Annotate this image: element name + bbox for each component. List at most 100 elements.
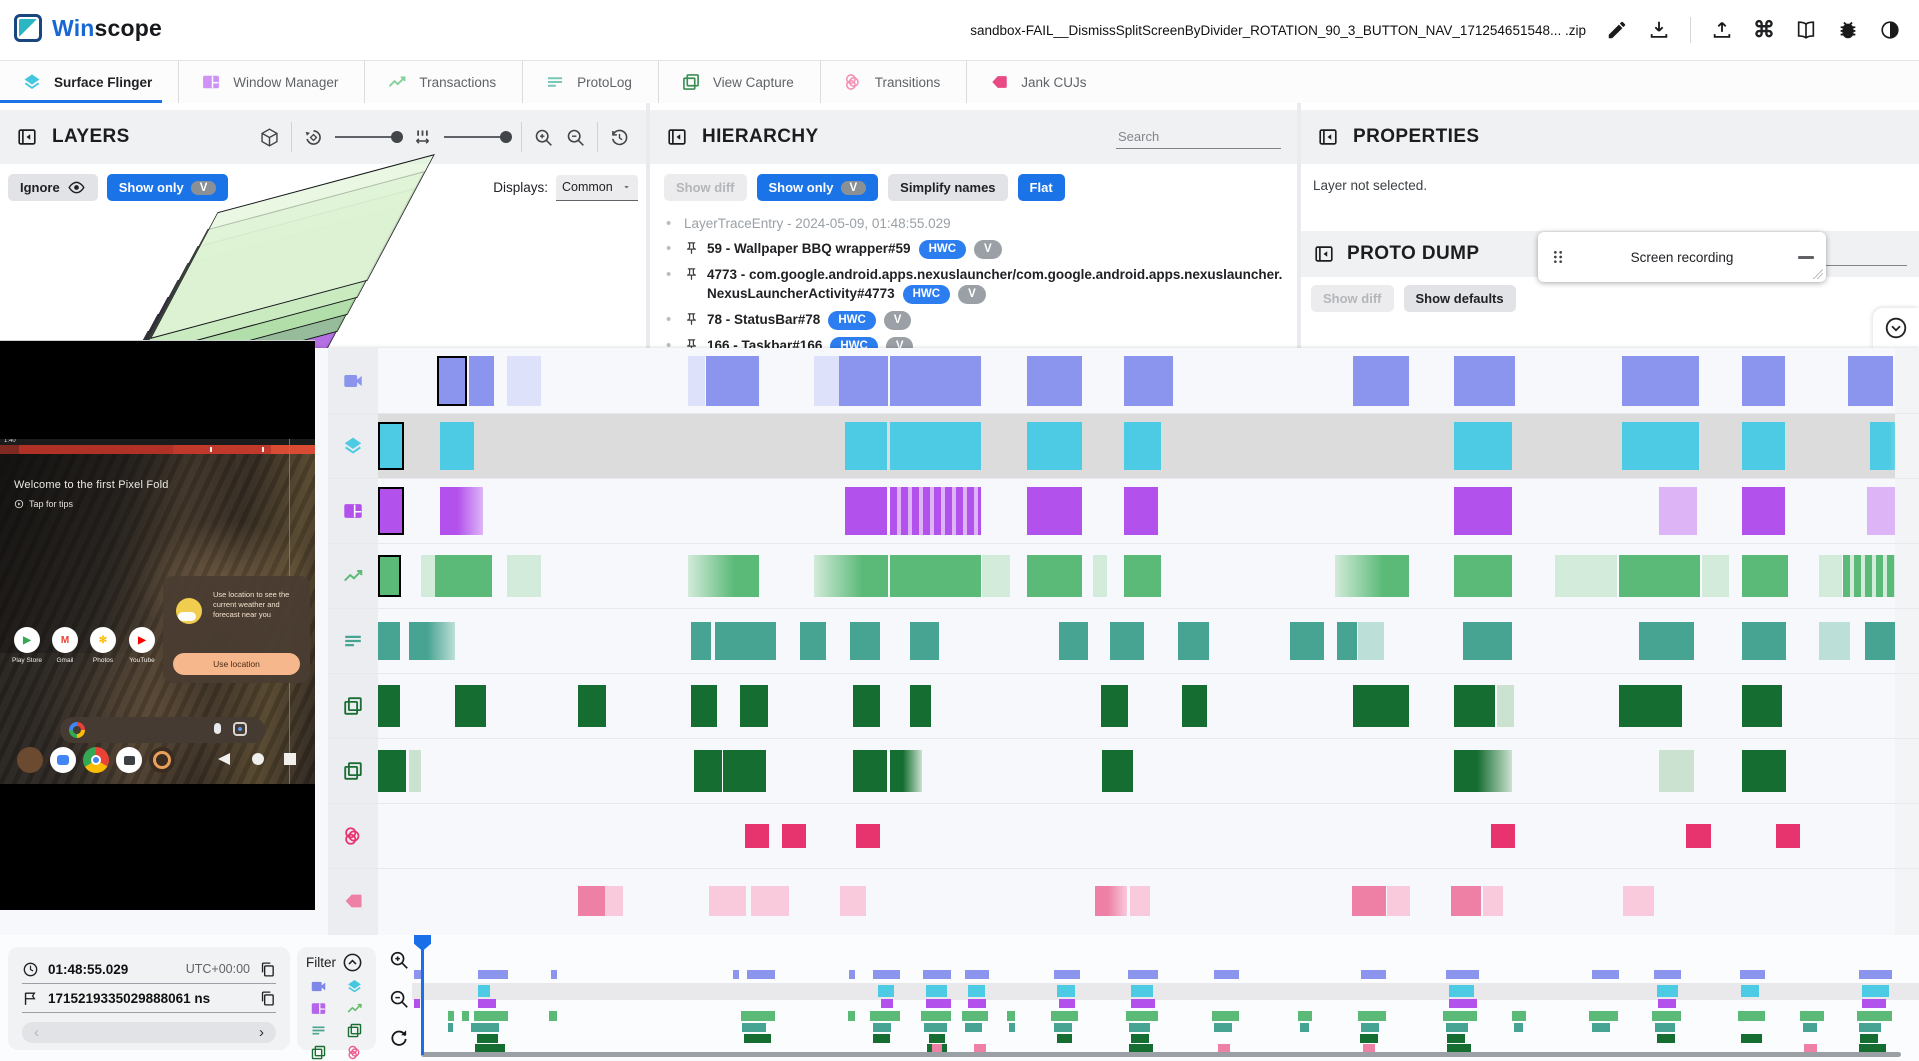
screen-recording-trace-entry[interactable] xyxy=(1026,355,1083,406)
protolog-trace-entry[interactable] xyxy=(1059,621,1089,660)
hierarchy-node[interactable]: • LayerTraceEntry - 2024-05-09, 01:48:55.… xyxy=(666,211,1287,236)
surface-flinger-trace-entry[interactable] xyxy=(889,421,981,470)
window-manager-trace-entry[interactable] xyxy=(889,486,981,535)
jank-cujs-trace-entry[interactable] xyxy=(840,885,867,916)
transactions-trace-entry[interactable] xyxy=(1843,554,1901,597)
minimap-scrollbar[interactable] xyxy=(421,1052,1901,1057)
jank-cujs-trace-entry[interactable] xyxy=(604,885,623,916)
transactions-trace-icon[interactable] xyxy=(342,565,364,587)
protolog-trace-entry[interactable] xyxy=(690,621,711,660)
window-manager-trace-entry[interactable] xyxy=(1026,486,1083,535)
protolog-trace-entry[interactable] xyxy=(1638,621,1694,660)
protolog-trace-entry[interactable] xyxy=(1741,621,1787,660)
filter-layers-icon[interactable] xyxy=(346,978,363,995)
hierarchy-node[interactable]: • 166 - Taskbar#166 HWC V xyxy=(666,333,1287,348)
jank-cujs-trace-entry[interactable] xyxy=(578,885,605,916)
filter-window-icon[interactable] xyxy=(310,1000,327,1017)
protolog-trace-entry[interactable] xyxy=(909,621,939,660)
view-capture-2-trace-entry[interactable] xyxy=(723,749,767,792)
view-capture-trace-entry[interactable] xyxy=(690,684,717,727)
zoom-in-icon[interactable] xyxy=(388,949,410,971)
protolog-trace-entry[interactable] xyxy=(1462,621,1513,660)
show-defaults-chip[interactable]: Show defaults xyxy=(1403,285,1516,312)
transactions-trace-entry[interactable] xyxy=(1818,554,1842,597)
protolog-trace-entry[interactable] xyxy=(408,621,456,660)
transitions-trace-entry[interactable] xyxy=(1686,823,1711,848)
recents-button[interactable] xyxy=(284,753,296,765)
docs-icon[interactable] xyxy=(1795,19,1817,41)
drag-handle-icon[interactable] xyxy=(1550,248,1566,266)
view-capture-trace-entry[interactable] xyxy=(1741,684,1782,727)
window-manager-trace-entry[interactable] xyxy=(1658,486,1698,535)
transactions-trace-entry[interactable] xyxy=(889,554,981,597)
tab-transactions[interactable]: Transactions xyxy=(364,61,522,103)
view-capture-2-trace-entry[interactable] xyxy=(408,749,422,792)
dock-app-icon[interactable] xyxy=(17,747,43,773)
zoom-out-icon[interactable] xyxy=(565,127,586,148)
timeline-minimap[interactable] xyxy=(412,935,1919,1061)
protolog-trace-entry[interactable] xyxy=(1336,621,1357,660)
timeline-scrollbar[interactable] xyxy=(1895,348,1919,935)
transactions-trace-entry[interactable] xyxy=(1618,554,1701,597)
screen-recording-trace-entry[interactable] xyxy=(468,355,494,406)
app-icon-gmail[interactable]: M xyxy=(52,627,78,653)
pin-icon[interactable] xyxy=(684,312,699,327)
hierarchy-node[interactable]: • 78 - StatusBar#78 HWC V xyxy=(666,307,1287,333)
transactions-trace-entry[interactable] xyxy=(1093,554,1107,597)
screen-recording-trace-icon[interactable] xyxy=(342,370,364,392)
use-location-button[interactable]: Use location xyxy=(173,653,300,675)
protolog-trace-entry[interactable] xyxy=(378,621,400,660)
view-capture-2-trace-entry[interactable] xyxy=(1102,749,1134,792)
hierarchy-node[interactable]: • 59 - Wallpaper BBQ wrapper#59 HWC V xyxy=(666,236,1287,262)
view-capture-2-trace-entry[interactable] xyxy=(889,749,922,792)
screen-recording-trace-entry[interactable] xyxy=(1123,355,1174,406)
screen-recording-widget[interactable]: Screen recording xyxy=(1538,232,1826,282)
transactions-trace-entry[interactable] xyxy=(1741,554,1788,597)
jank-cujs-trace-entry[interactable] xyxy=(1351,885,1386,916)
transitions-trace-entry[interactable] xyxy=(1490,823,1516,848)
screen-recording-trace-entry[interactable] xyxy=(838,355,889,406)
view-capture-trace-entry[interactable] xyxy=(1100,684,1129,727)
screen-recording-trace-entry[interactable] xyxy=(706,355,759,406)
window-manager-trace-entry[interactable] xyxy=(1741,486,1785,535)
surface-flinger-trace-entry[interactable] xyxy=(439,421,474,470)
filter-sqstack-icon[interactable] xyxy=(346,1022,363,1039)
3d-view-icon[interactable] xyxy=(259,127,280,148)
screen-recording-trace-entry[interactable] xyxy=(687,355,705,406)
simplify-names-chip[interactable]: Simplify names xyxy=(888,174,1008,201)
screen-recording-trace-entry[interactable] xyxy=(814,355,839,406)
protolog-trace-entry[interactable] xyxy=(1177,621,1209,660)
jank-cujs-trace-icon[interactable] xyxy=(342,890,364,912)
ignore-chip[interactable]: Ignore xyxy=(8,174,98,201)
shortcuts-icon[interactable]: ⌘ xyxy=(1753,17,1775,42)
app-icon-photos[interactable]: ✻ xyxy=(90,627,116,653)
transitions-trace-icon[interactable] xyxy=(342,825,364,847)
window-manager-trace-entry[interactable] xyxy=(378,486,405,535)
transactions-trace-entry[interactable] xyxy=(982,554,1010,597)
screen-recording-trace-entry[interactable] xyxy=(889,355,981,406)
screen-recording-trace-entry[interactable] xyxy=(1848,355,1893,406)
screen-recording-trace-entry[interactable] xyxy=(1621,355,1699,406)
filter-lines-icon[interactable] xyxy=(310,1022,327,1039)
reset-view-icon[interactable] xyxy=(609,127,630,148)
transactions-trace-entry[interactable] xyxy=(814,554,889,597)
minimize-widget-button[interactable] xyxy=(1798,255,1814,259)
filter-sqstack-icon[interactable] xyxy=(310,1044,327,1061)
jank-cujs-trace-entry[interactable] xyxy=(1094,885,1127,916)
view-capture-trace-entry[interactable] xyxy=(578,684,607,727)
screen-recording-trace-entry[interactable] xyxy=(1353,355,1409,406)
view-capture-2-trace-entry[interactable] xyxy=(378,749,406,792)
jank-cujs-trace-entry[interactable] xyxy=(1623,885,1654,916)
window-manager-trace-entry[interactable] xyxy=(1123,486,1158,535)
tab-window-manager[interactable]: Window Manager xyxy=(178,61,364,103)
zoom-out-icon[interactable] xyxy=(388,988,410,1010)
transactions-trace-entry[interactable] xyxy=(687,554,759,597)
view-capture-trace-entry[interactable] xyxy=(1353,684,1409,727)
tab-surface-flinger[interactable]: Surface Flinger xyxy=(0,61,178,103)
view-capture-2-trace-entry[interactable] xyxy=(1453,749,1513,792)
filter-videocam-icon[interactable] xyxy=(310,978,327,995)
transitions-trace-entry[interactable] xyxy=(855,823,881,848)
surface-flinger-trace-entry[interactable] xyxy=(844,421,887,470)
dock-app-icon[interactable] xyxy=(149,747,175,773)
view-capture-2-trace-entry[interactable] xyxy=(1658,749,1694,792)
